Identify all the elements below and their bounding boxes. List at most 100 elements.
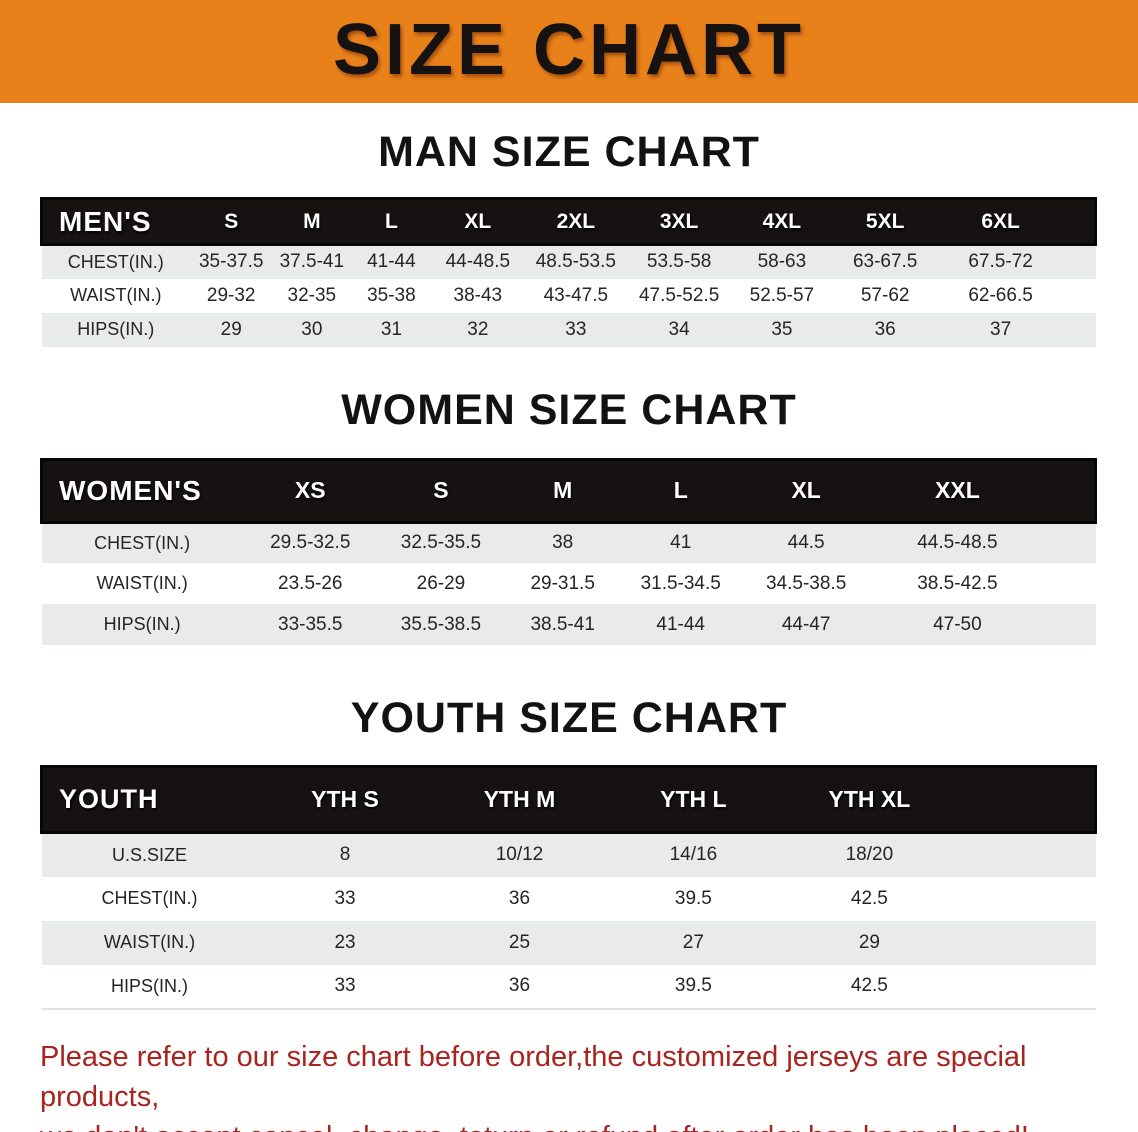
order-disclaimer: Please refer to our size chart before or… bbox=[0, 1037, 1138, 1132]
size-value-cell: 47.5-52.5 bbox=[627, 278, 731, 313]
size-value-cell: 38-43 bbox=[431, 278, 525, 313]
size-value-cell: 23 bbox=[257, 920, 433, 965]
size-value-cell: 29 bbox=[780, 920, 959, 965]
size-value-cell: 58-63 bbox=[730, 244, 833, 279]
spacer-cell bbox=[958, 876, 1096, 921]
spacer-cell bbox=[1042, 522, 1096, 563]
size-value-cell: 35-37.5 bbox=[190, 244, 273, 279]
size-column-header: S bbox=[190, 197, 273, 246]
size-value-cell: 42.5 bbox=[780, 876, 959, 921]
size-value-cell: 27 bbox=[606, 920, 781, 965]
spacer-cell bbox=[1042, 457, 1097, 524]
size-value-cell: 32-35 bbox=[272, 278, 352, 313]
size-value-cell: 8 bbox=[257, 832, 433, 877]
size-column-header: 5XL bbox=[833, 197, 938, 246]
size-column-header: XL bbox=[740, 457, 873, 524]
measurement-row-label: CHEST(IN.) bbox=[41, 876, 258, 921]
size-value-cell: 30 bbox=[272, 312, 352, 347]
size-value-cell: 33-35.5 bbox=[242, 604, 378, 645]
size-value-cell: 26-29 bbox=[377, 563, 505, 604]
size-value-cell: 36 bbox=[432, 876, 607, 921]
mens-size-table: MEN'S S M L XL 2XL 3XL 4XL 5XL 6XL CHEST(IN.) 35-37… bbox=[40, 197, 1097, 347]
size-value-cell: 41 bbox=[621, 522, 741, 563]
size-column-header: L bbox=[621, 457, 741, 524]
size-value-cell: 62-66.5 bbox=[937, 278, 1064, 313]
disclaimer-line-1: Please refer to our size chart before or… bbox=[40, 1040, 1027, 1113]
size-column-header: XL bbox=[431, 197, 525, 246]
size-value-cell: 29 bbox=[190, 312, 273, 347]
size-value-cell: 63-67.5 bbox=[833, 244, 938, 279]
measurement-row: HIPS(IN.) 33 36 39.5 42.5 bbox=[41, 964, 1096, 1010]
womens-size-table: WOMEN'S XS S M L XL XXL CHEST(IN.) 29.5-32.5 32.5… bbox=[39, 457, 1097, 645]
size-value-cell: 41-44 bbox=[351, 244, 432, 279]
size-value-cell: 38.5-42.5 bbox=[872, 563, 1043, 604]
size-column-header: YTH S bbox=[257, 765, 433, 834]
spacer-cell bbox=[958, 964, 1096, 1010]
size-value-cell: 33 bbox=[257, 964, 433, 1010]
youth-section-heading: YOUTH SIZE CHART bbox=[350, 694, 788, 742]
size-column-header: YTH L bbox=[606, 765, 781, 834]
measurement-row: HIPS(IN.) 33-35.5 35.5-38.5 38.5-41 41-44 44-… bbox=[41, 604, 1096, 645]
size-value-cell: 35 bbox=[730, 312, 833, 347]
size-value-cell: 35-38 bbox=[351, 278, 432, 313]
measurement-row-label: HIPS(IN.) bbox=[41, 964, 258, 1010]
size-value-cell: 29-32 bbox=[190, 278, 273, 313]
size-value-cell: 33 bbox=[524, 312, 628, 347]
spacer-cell bbox=[958, 920, 1096, 965]
size-value-cell: 57-62 bbox=[833, 278, 938, 313]
measurement-row: CHEST(IN.) 33 36 39.5 42.5 bbox=[41, 876, 1096, 921]
measurement-row: WAIST(IN.) 29-32 32-35 35-38 38-43 43-47.5 47.… bbox=[41, 278, 1096, 313]
measurement-row: HIPS(IN.) 29 30 31 32 33 34 35 36 37 bbox=[41, 312, 1096, 347]
size-value-cell: 43-47.5 bbox=[524, 278, 628, 313]
size-value-cell: 14/16 bbox=[606, 832, 781, 877]
size-value-cell: 32 bbox=[431, 312, 525, 347]
measurement-row-label: WAIST(IN.) bbox=[41, 563, 243, 604]
size-value-cell: 29-31.5 bbox=[504, 563, 622, 604]
size-value-cell: 37 bbox=[937, 312, 1064, 347]
size-header-row: MEN'S S M L XL 2XL 3XL 4XL 5XL 6XL bbox=[40, 197, 1097, 246]
spacer-cell bbox=[1063, 197, 1097, 246]
size-header-row: YOUTH YTH S YTH M YTH L YTH XL bbox=[39, 765, 1098, 834]
size-column-header: M bbox=[272, 197, 352, 246]
size-value-cell: 18/20 bbox=[780, 832, 959, 877]
measurement-row-label: HIPS(IN.) bbox=[41, 604, 243, 645]
measurement-row: CHEST(IN.) 29.5-32.5 32.5-35.5 38 41 44.5 44.5… bbox=[41, 522, 1096, 563]
table-corner-label: WOMEN'S bbox=[39, 457, 243, 524]
youth-size-table: YOUTH YTH S YTH M YTH L YTH XL U.S.SIZE 8 10/12… bbox=[39, 765, 1098, 1010]
spacer-cell bbox=[958, 765, 1098, 834]
size-value-cell: 38 bbox=[504, 522, 622, 563]
spacer-cell bbox=[1063, 312, 1096, 347]
size-column-header: 6XL bbox=[937, 197, 1064, 246]
size-value-cell: 39.5 bbox=[606, 876, 781, 921]
size-header-row: WOMEN'S XS S M L XL XXL bbox=[39, 457, 1097, 524]
size-value-cell: 47-50 bbox=[872, 604, 1043, 645]
size-value-cell: 42.5 bbox=[780, 964, 959, 1010]
measurement-row-label: CHEST(IN.) bbox=[41, 244, 191, 279]
table-corner-label: MEN'S bbox=[40, 197, 191, 246]
size-chart-banner: SIZE CHART bbox=[0, 0, 1138, 103]
size-column-header: M bbox=[504, 457, 622, 524]
size-column-header: 2XL bbox=[524, 197, 628, 246]
size-value-cell: 44-48.5 bbox=[431, 244, 525, 279]
size-column-header: S bbox=[377, 457, 505, 524]
measurement-row-label: CHEST(IN.) bbox=[41, 522, 243, 563]
man-size-section: MAN SIZE CHART MEN'S S M L XL 2XL 3XL 4XL 5XL 6XL… bbox=[0, 127, 1138, 347]
size-value-cell: 67.5-72 bbox=[937, 244, 1064, 279]
measurement-row: WAIST(IN.) 23 25 27 29 bbox=[41, 920, 1096, 965]
size-column-header: XXL bbox=[872, 457, 1043, 524]
measurement-row-label: WAIST(IN.) bbox=[41, 278, 191, 313]
size-value-cell: 10/12 bbox=[432, 832, 607, 877]
spacer-cell bbox=[1063, 278, 1096, 313]
size-value-cell: 31 bbox=[351, 312, 432, 347]
size-value-cell: 31.5-34.5 bbox=[621, 563, 741, 604]
size-column-header: L bbox=[351, 197, 432, 246]
size-value-cell: 36 bbox=[833, 312, 938, 347]
size-value-cell: 36 bbox=[432, 964, 607, 1010]
size-column-header: YTH M bbox=[432, 765, 607, 834]
size-value-cell: 34 bbox=[627, 312, 731, 347]
size-value-cell: 52.5-57 bbox=[730, 278, 833, 313]
size-value-cell: 35.5-38.5 bbox=[377, 604, 505, 645]
size-value-cell: 32.5-35.5 bbox=[377, 522, 505, 563]
table-corner-label: YOUTH bbox=[39, 765, 258, 834]
